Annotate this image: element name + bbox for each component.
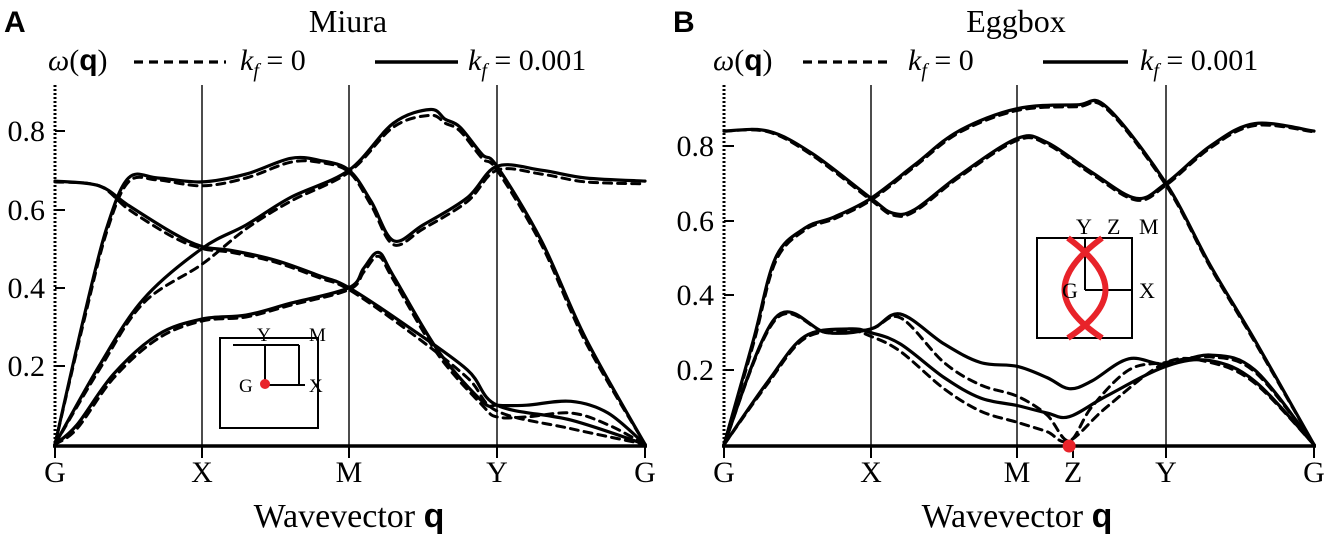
inset-label-x: X: [1139, 278, 1155, 303]
x-tick-label-m: M: [1004, 456, 1031, 489]
brillouin-zone-inset: Y Z M G X: [1036, 214, 1159, 341]
legend-ylabel: ω(q): [48, 44, 108, 77]
y-tick-label: 0.2: [677, 354, 715, 387]
band-kf0-3: [53, 113, 647, 446]
y-tick-label: 0.2: [8, 350, 46, 383]
inset-red-curve-2: [1061, 235, 1104, 341]
panel-label: B: [673, 6, 695, 39]
band-kf001-3: [53, 107, 647, 446]
legend-entry-kf001: kf = 0.001: [1140, 44, 1258, 82]
x-tick-label-m: M: [336, 456, 363, 489]
y-tick-label: 0.4: [8, 272, 46, 305]
x-tick-label-g: G: [1303, 456, 1325, 489]
x-tick-label-g: G: [713, 456, 735, 489]
x-tick-label-y: Y: [486, 456, 508, 489]
panel-label: A: [4, 6, 26, 39]
panel-title: Miura: [309, 3, 387, 39]
x-tick-label-y: Y: [1155, 456, 1177, 489]
inset-label-z: Z: [1107, 214, 1120, 239]
band-kf001-2: [722, 98, 1316, 447]
inset-label-g: G: [1062, 278, 1078, 303]
x-tick-label-x: X: [860, 456, 882, 489]
y-tick-label: 0.8: [8, 115, 46, 148]
band-kf001-3: [722, 310, 1316, 447]
panel-miura: A Miura ω(q) kf = 0 kf = 0.001 G X M Y G 0.2 0.4 0.6…: [4, 3, 656, 535]
legend: ω(q) kf = 0 kf = 0.001: [48, 44, 586, 82]
y-tick-label: 0.6: [677, 205, 715, 238]
inset-label-x: X: [309, 376, 323, 397]
x-tick-label-g: G: [44, 456, 66, 489]
inset-label-m: M: [309, 325, 326, 346]
x-tick-label-g: G: [634, 456, 656, 489]
legend-ylabel: ω(q): [713, 44, 773, 77]
legend-entry-kf0: kf = 0: [908, 44, 974, 82]
x-axis-label: Wavevector q: [254, 497, 445, 535]
x-axis-label: Wavevector q: [922, 497, 1113, 535]
inset-marker: [260, 379, 270, 389]
panel-title: Eggbox: [966, 3, 1066, 39]
band-kf0-4: [722, 329, 1316, 447]
band-kf0-4: [53, 254, 647, 446]
legend-entry-kf0: kf = 0: [240, 44, 306, 82]
legend-entry-kf001: kf = 0.001: [468, 44, 586, 82]
inset-label-y: Y: [1076, 214, 1092, 239]
inset-label-g: G: [239, 376, 253, 397]
degeneracy-marker: [1062, 439, 1076, 453]
band-kf001-1: [722, 121, 1316, 217]
brillouin-zone-inset: Y M G X: [219, 325, 326, 429]
y-tick-label: 0.4: [677, 279, 715, 312]
y-tick-label: 0.8: [677, 130, 715, 163]
y-tick-label: 0.6: [8, 194, 46, 227]
inset-label-m: M: [1139, 214, 1159, 239]
legend: ω(q) kf = 0 kf = 0.001: [713, 44, 1258, 82]
x-tick-label-x: X: [191, 456, 213, 489]
x-tick-label-z: Z: [1064, 456, 1082, 489]
band-kf001-4: [722, 327, 1316, 447]
band-kf0-1: [53, 180, 647, 446]
band-kf001-4: [53, 250, 647, 446]
inset-label-y: Y: [257, 325, 271, 346]
